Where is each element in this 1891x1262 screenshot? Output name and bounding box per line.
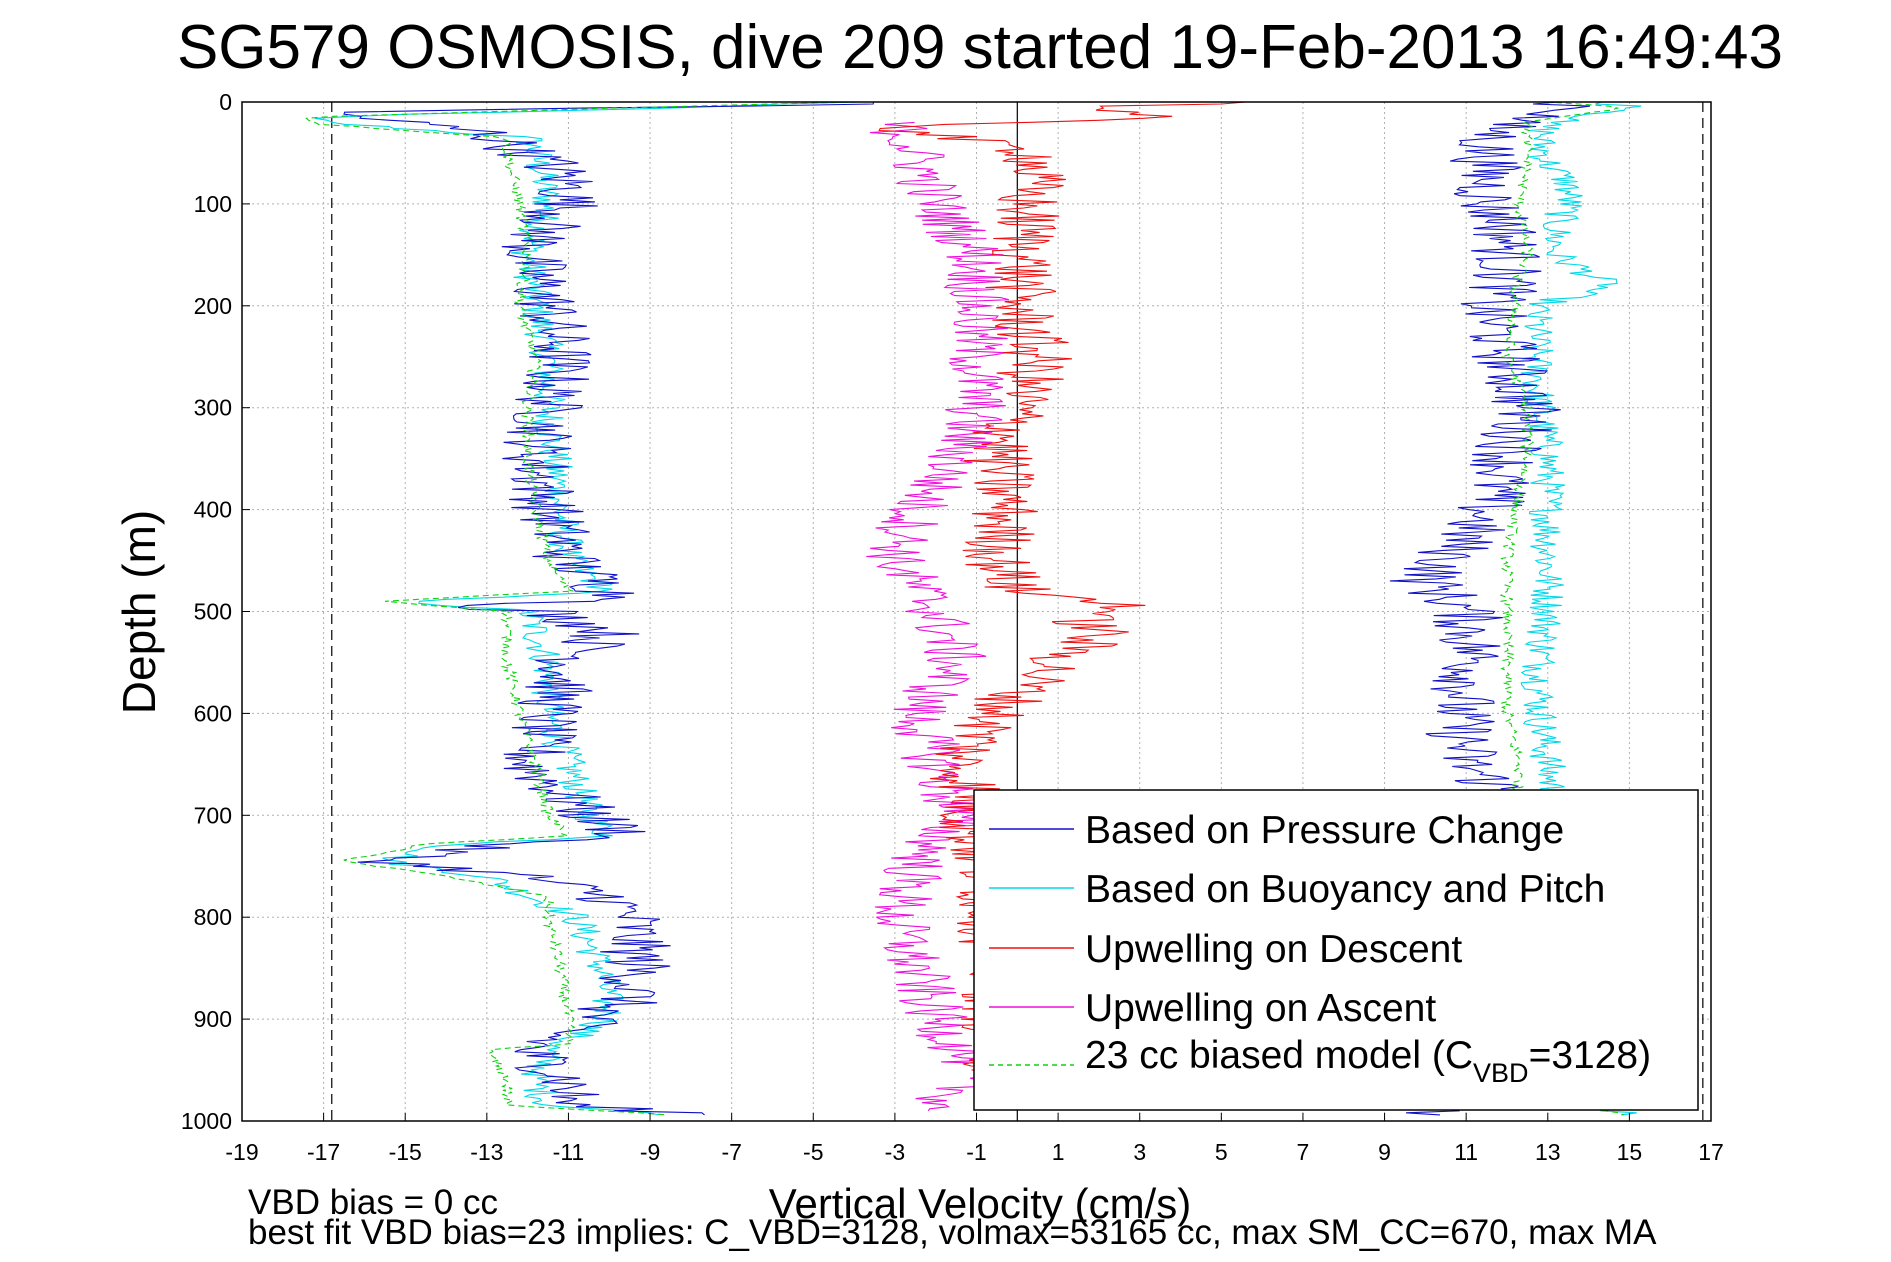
y-tick-label-0: 0 xyxy=(219,89,232,115)
x-tick-label-3: -13 xyxy=(470,1139,503,1165)
y-axis-label: Depth (m) xyxy=(113,510,165,714)
x-tick-labels: -19 -17 -15 -13 -11 -9 -7 -5 -3 -1 1 3 5 7 9 11 13 15 17 xyxy=(225,1113,1724,1165)
x-tick-label-9: -1 xyxy=(966,1139,986,1165)
best-fit-note: best fit VBD bias=23 implies: C_VBD=3128… xyxy=(248,1213,1657,1252)
x-tick-label-7: -5 xyxy=(803,1139,823,1165)
series-model-descent xyxy=(305,101,858,1116)
y-tick-label-1: 100 xyxy=(194,191,232,217)
y-tick-label-5: 500 xyxy=(194,599,232,625)
series-pressure-descent xyxy=(343,101,875,1116)
x-tick-label-11: 3 xyxy=(1133,1139,1146,1165)
x-tick-label-18: 17 xyxy=(1698,1139,1724,1165)
legend-box xyxy=(973,789,1699,1111)
legend-label-ascent: Upwelling on Ascent xyxy=(1085,987,1436,1030)
x-tick-label-5: -9 xyxy=(640,1139,660,1165)
legend-label-model-main: 23 cc biased model (C xyxy=(1085,1034,1473,1077)
y-tick-label-9: 900 xyxy=(194,1006,232,1032)
y-tick-labels: 0 100 200 300 400 500 600 700 800 900 1000 xyxy=(181,89,250,1134)
legend-label-model-suffix: =3128) xyxy=(1529,1034,1652,1077)
x-tick-label-12: 5 xyxy=(1215,1139,1228,1165)
x-tick-label-2: -15 xyxy=(389,1139,422,1165)
x-tick-label-15: 11 xyxy=(1454,1139,1478,1165)
x-tick-label-1: -17 xyxy=(307,1139,340,1165)
series-ascent-profile xyxy=(866,121,1010,1112)
x-tick-label-17: 15 xyxy=(1617,1139,1643,1165)
x-tick-label-14: 9 xyxy=(1378,1139,1391,1165)
legend-label-descent: Upwelling on Descent xyxy=(1085,928,1462,971)
y-tick-label-10: 1000 xyxy=(181,1108,232,1134)
series-buoyancy-descent xyxy=(314,101,860,1116)
x-tick-label-13: 7 xyxy=(1297,1139,1310,1165)
chart-title: SG579 OSMOSIS, dive 209 started 19-Feb-2… xyxy=(177,13,1783,82)
legend-label-model: 23 cc biased model (CVBD=3128) xyxy=(1085,1034,1651,1088)
y-tick-label-2: 200 xyxy=(194,293,232,319)
x-tick-label-16: 13 xyxy=(1535,1139,1561,1165)
y-tick-label-8: 800 xyxy=(194,904,232,930)
legend-label-pressure: Based on Pressure Change xyxy=(1085,809,1564,852)
y-tick-label-6: 600 xyxy=(194,700,232,726)
vbd-bias-note: VBD bias = 0 cc xyxy=(248,1183,498,1222)
x-tick-label-4: -11 xyxy=(553,1139,585,1165)
y-tick-label-4: 400 xyxy=(194,497,232,523)
legend-label-model-sub: VBD xyxy=(1473,1058,1529,1088)
x-tick-label-8: -3 xyxy=(885,1139,905,1165)
x-tick-label-0: -19 xyxy=(225,1139,258,1165)
x-axis-label: Vertical Velocity (cm/s) xyxy=(769,1180,1191,1227)
x-tick-label-10: 1 xyxy=(1052,1139,1065,1165)
y-tick-label-7: 700 xyxy=(194,802,232,828)
y-tick-label-3: 300 xyxy=(194,395,232,421)
legend-label-buoyancy: Based on Buoyancy and Pitch xyxy=(1085,868,1605,911)
legend: Based on Pressure Change Based on Buoyan… xyxy=(973,789,1699,1111)
x-tick-label-6: -7 xyxy=(721,1139,741,1165)
